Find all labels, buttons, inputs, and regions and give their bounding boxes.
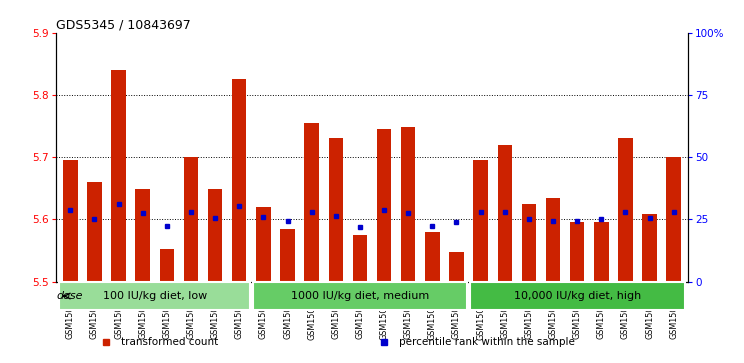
Bar <box>376 129 391 282</box>
Bar <box>449 252 464 282</box>
Bar <box>469 282 684 310</box>
Bar <box>280 229 295 282</box>
Bar <box>208 189 222 282</box>
Bar <box>667 157 681 282</box>
Bar <box>232 79 246 282</box>
Bar <box>329 138 343 282</box>
Bar <box>546 197 560 282</box>
Bar <box>618 138 632 282</box>
Bar <box>570 223 584 282</box>
Text: 10,000 IU/kg diet, high: 10,000 IU/kg diet, high <box>513 291 641 301</box>
Bar <box>594 223 609 282</box>
Bar <box>256 207 271 282</box>
Bar <box>498 145 512 282</box>
Bar <box>60 282 250 310</box>
Bar <box>304 123 319 282</box>
Bar <box>112 70 126 282</box>
Text: percentile rank within the sample: percentile rank within the sample <box>399 337 574 347</box>
Bar <box>252 282 467 310</box>
Text: transformed count: transformed count <box>121 337 218 347</box>
Bar <box>160 249 174 282</box>
Bar <box>63 160 77 282</box>
Text: dose: dose <box>57 291 83 301</box>
Bar <box>473 160 488 282</box>
Bar <box>87 182 102 282</box>
Bar <box>135 189 150 282</box>
Bar <box>184 157 198 282</box>
Text: 100 IU/kg diet, low: 100 IU/kg diet, low <box>103 291 207 301</box>
Text: 1000 IU/kg diet, medium: 1000 IU/kg diet, medium <box>291 291 429 301</box>
Text: GDS5345 / 10843697: GDS5345 / 10843697 <box>56 19 190 32</box>
Bar <box>353 235 368 282</box>
Bar <box>401 127 415 282</box>
Bar <box>522 204 536 282</box>
Bar <box>642 215 657 282</box>
Bar <box>425 232 440 282</box>
